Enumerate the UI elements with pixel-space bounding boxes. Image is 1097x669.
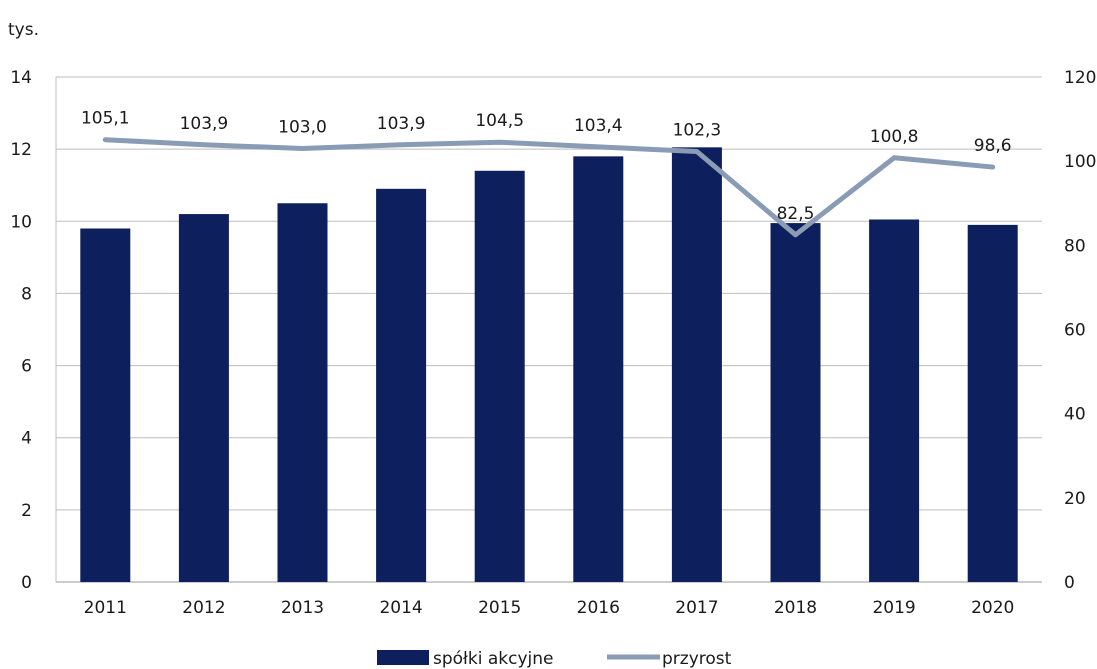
data-label: 103,9	[377, 114, 426, 134]
y-left-tick-label: 14	[10, 68, 32, 88]
y-right-tick-label: 100	[1064, 152, 1096, 172]
y-left-tick-label: 0	[21, 573, 32, 593]
bar	[474, 170, 525, 583]
bar	[277, 203, 328, 582]
x-tick-label: 2013	[281, 598, 324, 618]
y-unit-label: tys.	[8, 20, 39, 40]
x-tick-label: 2020	[971, 598, 1014, 618]
data-label: 102,3	[673, 120, 722, 140]
data-labels: 105,1 103,9 103,0 103,9 104,5 103,4 102,3 82,5 1…	[81, 109, 1012, 224]
x-tick-label: 2018	[774, 598, 817, 618]
y-left-tick-label: 2	[21, 501, 32, 521]
y-right-tick-label: 80	[1064, 236, 1086, 256]
y-right-tick-label: 20	[1064, 489, 1086, 509]
x-tick-label: 2019	[872, 598, 915, 618]
data-label: 103,4	[574, 116, 623, 136]
data-label: 98,6	[974, 136, 1012, 156]
legend-label-line: przyrost	[662, 649, 732, 669]
bar	[671, 147, 722, 582]
y-right-tick-label: 0	[1064, 573, 1075, 593]
y-right-tick-label: 60	[1064, 321, 1086, 341]
data-label: 105,1	[81, 109, 130, 129]
y-left-tick-label: 8	[21, 284, 32, 304]
bar	[869, 219, 920, 582]
y-left-tick-label: 12	[10, 140, 32, 160]
data-label: 104,5	[475, 111, 524, 131]
bar	[178, 214, 229, 583]
bar	[376, 188, 427, 583]
data-label: 103,9	[180, 114, 229, 134]
x-tick-label: 2014	[379, 598, 422, 618]
legend-label-bars: spółki akcyjne	[433, 649, 553, 669]
bar	[770, 223, 821, 582]
y-right-tick-label: 120	[1064, 68, 1096, 88]
line-series	[102, 137, 996, 238]
data-label: 103,0	[278, 118, 327, 138]
legend: spółki akcyjne przyrost	[377, 649, 732, 669]
y-left-tick-label: 4	[21, 429, 32, 449]
legend-swatch-bars	[377, 650, 429, 665]
y-left-tick-label: 6	[21, 357, 32, 377]
x-tick-label: 2017	[675, 598, 718, 618]
x-tick-label: 2012	[182, 598, 225, 618]
data-label: 100,8	[870, 127, 919, 147]
y-right-tick-label: 40	[1064, 405, 1086, 425]
bar	[573, 156, 624, 582]
bar	[80, 228, 131, 582]
line-path	[102, 137, 996, 238]
bar-series	[80, 147, 1018, 583]
data-label: 82,5	[777, 204, 815, 224]
y-left-tick-label: 10	[10, 212, 32, 232]
x-tick-label: 2015	[478, 598, 521, 618]
x-tick-label: 2016	[577, 598, 620, 618]
bar	[967, 224, 1018, 582]
x-tick-label: 2011	[84, 598, 127, 618]
axes: 0 2 4 6 8 10 12 14 0 20 40 60 80 100 120 2011 2012 2013 20…	[10, 68, 1096, 618]
